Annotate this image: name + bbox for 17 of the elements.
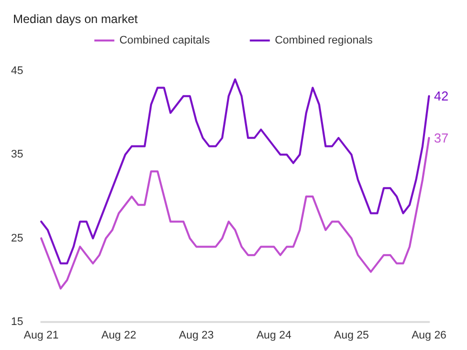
chart-title: Median days on market [13,12,138,26]
y-tick-label: 25 [10,232,24,244]
line-series [40,136,430,290]
data-label: 42 [434,88,448,104]
x-tick-label: Aug 26 [412,330,446,342]
x-tick-label: Aug 25 [334,330,369,342]
x-tick-label: Aug 23 [178,330,214,342]
y-tick-label: 45 [10,65,24,77]
legend-label: Combined capitals [119,34,210,46]
data-label: 37 [434,130,448,146]
y-tick-label: 35 [10,148,24,161]
legend-label: Combined regionals [274,34,374,46]
y-tick-label: 15 [10,316,24,328]
x-tick-label: Aug 24 [256,330,292,342]
x-tick-label: Aug 22 [101,330,136,342]
line-series [40,78,430,264]
x-tick-label: Aug 21 [24,330,59,342]
